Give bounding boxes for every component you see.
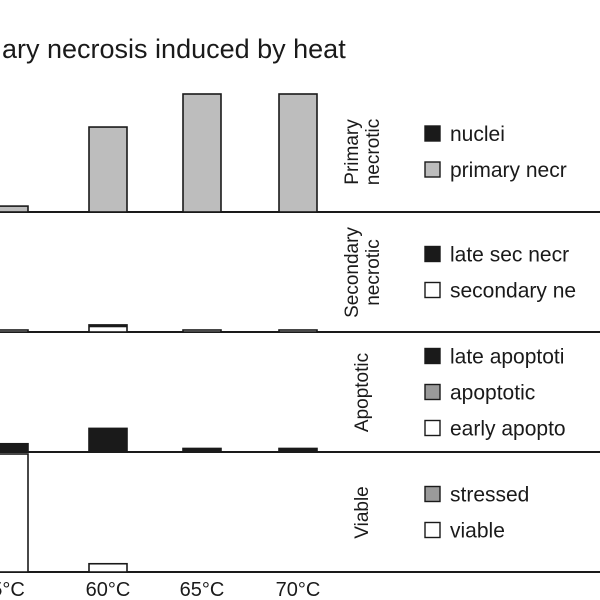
bar (88, 562, 128, 573)
panel-label-line: Secondary (342, 227, 363, 318)
bar-segment (89, 324, 127, 328)
bar (88, 126, 128, 213)
panel-label: Secondarynecrotic (342, 227, 384, 318)
legend-swatch (424, 485, 441, 503)
legend-swatch (424, 419, 441, 437)
bar (88, 427, 128, 453)
legend-label: primary necr (450, 159, 567, 182)
legend-label: nuclei (450, 123, 505, 146)
legend-swatch (424, 281, 441, 299)
panel-label: Viable (352, 486, 373, 538)
legend-swatch (424, 245, 441, 263)
panel-label-line: necrotic (363, 119, 384, 186)
panel-label-line: Viable (352, 486, 373, 538)
legend-label: late sec necr (450, 244, 569, 267)
panel-1: Secondarynecrotic late sec necr secondary … (0, 227, 600, 333)
bar (182, 93, 222, 213)
legend-label: secondary ne (450, 280, 576, 303)
legend-label: stressed (450, 484, 529, 507)
x-tick-label: 70°C (276, 579, 321, 600)
bar (182, 329, 222, 333)
bar (278, 93, 318, 213)
bar (182, 447, 222, 453)
x-axis: 5°C 60°C 65°C 70°C (0, 579, 320, 600)
panel-2: Apoptotic late apoptoti apoptotic early apo… (0, 346, 600, 453)
panel-label: Apoptotic (352, 353, 373, 432)
legend-swatch (424, 161, 441, 178)
panel-label: Primarynecrotic (342, 119, 384, 186)
legend-label: late apoptoti (450, 346, 564, 369)
legend-swatch (424, 347, 441, 365)
panel-3: Viable stressed viable (0, 453, 600, 573)
panel-label-line: Primary (342, 119, 363, 185)
bar (0, 442, 29, 453)
legend-label: apoptotic (450, 382, 535, 405)
panel-label-line: Apoptotic (352, 353, 373, 432)
x-tick-label: 60°C (86, 579, 131, 600)
legend-label: viable (450, 520, 505, 543)
legend-swatch (424, 521, 441, 539)
bar (0, 453, 29, 573)
bar (0, 329, 29, 333)
legend-swatch (424, 383, 441, 401)
legend-label: early apopto (450, 418, 566, 441)
panel-0: Primarynecrotic nuclei primary necr (0, 93, 600, 213)
bar (0, 205, 29, 213)
chart-title: ary necrosis induced by heat (2, 34, 346, 64)
bar (278, 329, 318, 333)
panel-label-line: necrotic (363, 239, 384, 306)
legend-swatch (424, 125, 441, 142)
x-tick-label: 65°C (180, 579, 225, 600)
x-tick-label: 5°C (0, 579, 25, 600)
bar (278, 447, 318, 453)
